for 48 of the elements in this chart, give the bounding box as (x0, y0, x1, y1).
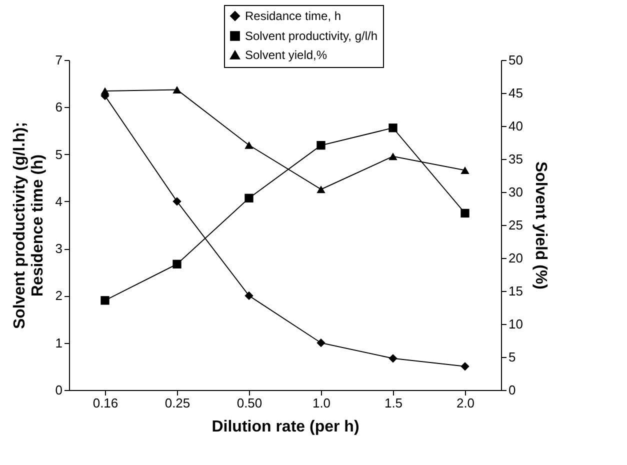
y-axis-title: Solvent productivity (g/l.h); Residence time (h) (11, 122, 46, 330)
point (172, 86, 182, 94)
legend-label: Solvent productivity, g/l/h (245, 29, 378, 43)
point (388, 124, 398, 132)
point (244, 291, 254, 300)
y-tick-label: 1 (55, 335, 62, 350)
point (460, 166, 470, 174)
y2-axis-title: Solvent yield (%) (532, 161, 549, 290)
y2-tick-label: 50 (508, 52, 523, 68)
point (244, 194, 254, 202)
y2-tick-label: 10 (508, 316, 523, 332)
x-tick-label: 0.25 (164, 396, 190, 410)
y2-tick-label: 40 (508, 118, 523, 134)
point (100, 87, 110, 95)
point (172, 197, 182, 206)
point (316, 141, 326, 150)
x-tick-label: 0.16 (92, 396, 118, 410)
y2-tick-label: 15 (508, 284, 523, 298)
point (316, 338, 326, 348)
point (100, 296, 110, 305)
x-axis-title: Dilution rate (per h) (212, 418, 360, 436)
point (244, 141, 254, 149)
y-tick-label: 3 (55, 241, 62, 256)
y-tick-label: 6 (55, 100, 62, 115)
y-tick-label: 5 (55, 146, 62, 162)
point (388, 354, 398, 363)
x-tick-label: 1.5 (384, 396, 403, 410)
y-tick-label: 4 (55, 194, 62, 209)
y-tick-label: 7 (55, 52, 62, 68)
point (388, 152, 398, 160)
y2-tick-label: 25 (508, 218, 523, 232)
point (316, 186, 326, 194)
legend-label: Residance time, h (245, 9, 342, 23)
point (460, 362, 470, 371)
point (460, 208, 470, 218)
x-tick-label: 0.50 (236, 396, 262, 410)
y2-tick-label: 45 (508, 86, 523, 100)
y2-tick-label: 30 (508, 184, 523, 200)
point (172, 260, 182, 268)
x-tick-label: 2.0 (456, 396, 475, 410)
x-tick-label: 1.0 (312, 396, 331, 410)
y2-tick-label: 0 (508, 382, 516, 398)
legend-label: Solvent yield,% (245, 48, 328, 62)
y-tick-label: 2 (55, 288, 62, 304)
y2-tick-label: 5 (508, 350, 516, 364)
y-tick-label: 0 (55, 382, 62, 398)
y2-tick-label: 35 (508, 152, 523, 166)
y2-tick-label: 20 (508, 250, 523, 266)
